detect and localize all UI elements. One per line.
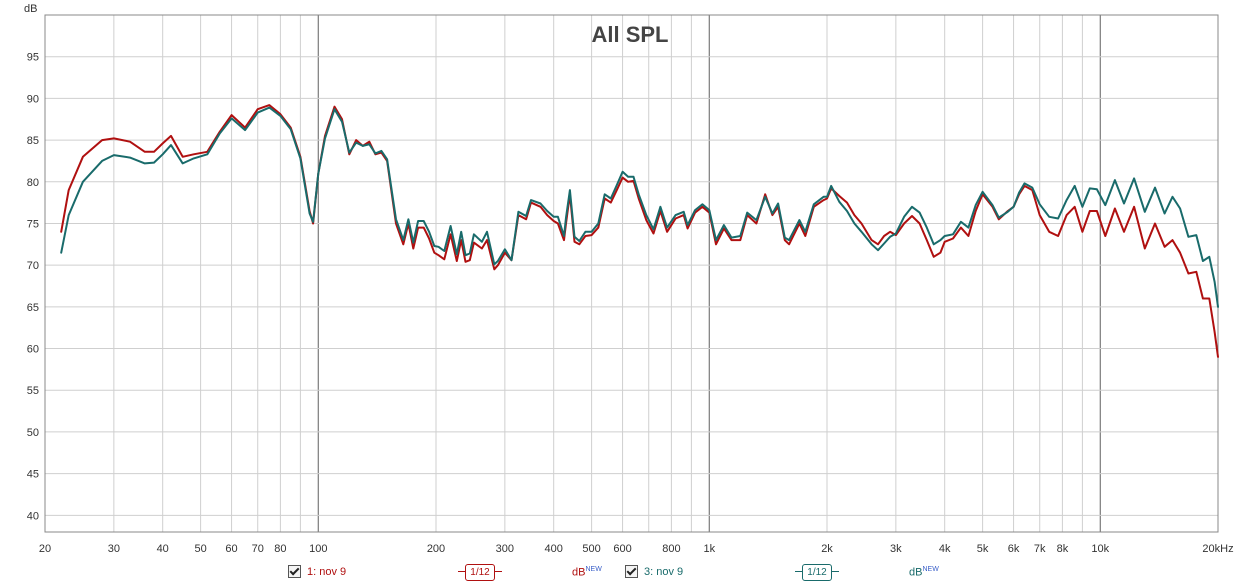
- legend-bar: 1: nov 9 1/12 dBNEW 3: nov 9 1/12 dBNEW: [0, 562, 1240, 584]
- legend-2-checkbox[interactable]: [625, 565, 638, 578]
- legend-1-unit-sup: NEW: [585, 566, 601, 573]
- spl-chart[interactable]: 40 45 50 55 60 65 70 75 80 85 90 95 20 30 40 50 60 70 80 10…: [0, 0, 1240, 560]
- y-tick-label: 90: [27, 93, 39, 105]
- x-tick-label: 300: [496, 543, 514, 555]
- x-tick-label: 7k: [1034, 543, 1046, 555]
- x-tick-label: 20kHz: [1202, 543, 1233, 555]
- x-tick-label: 500: [582, 543, 600, 555]
- legend-2-smoothing-button[interactable]: 1/12: [802, 564, 832, 581]
- y-tick-label: 75: [27, 218, 39, 230]
- y-tick-label: 60: [27, 344, 39, 356]
- legend-1-checkbox[interactable]: [288, 565, 301, 578]
- legend-1-unit-tag[interactable]: dBNEW: [572, 566, 602, 579]
- y-tick-label: 70: [27, 260, 39, 272]
- y-tick-label: 80: [27, 177, 39, 189]
- y-tick-label: 45: [27, 469, 39, 481]
- x-tick-label: 4k: [939, 543, 951, 555]
- x-tick-label: 70: [252, 543, 264, 555]
- x-tick-label: 2k: [821, 543, 833, 555]
- x-tick-label: 40: [157, 543, 169, 555]
- x-tick-label: 200: [427, 543, 445, 555]
- legend-1-unit: dB: [572, 567, 585, 579]
- y-tick-label: 55: [27, 385, 39, 397]
- legend-2-label: 3: nov 9: [644, 566, 683, 578]
- y-tick-label: 85: [27, 135, 39, 147]
- x-tick-label: 800: [662, 543, 680, 555]
- x-tick-label: 1k: [703, 543, 715, 555]
- plot-area: [45, 15, 1218, 532]
- x-tick-label: 20: [39, 543, 51, 555]
- chart-title: All SPL: [591, 22, 668, 47]
- legend-2-unit-sup: NEW: [922, 566, 938, 573]
- y-tick-label: 95: [27, 52, 39, 64]
- legend-1-smoothing-button[interactable]: 1/12: [465, 564, 495, 581]
- x-tick-label: 3k: [890, 543, 902, 555]
- x-tick-label: 100: [309, 543, 327, 555]
- x-tick-label: 80: [274, 543, 286, 555]
- y-axis-label: dB: [24, 3, 37, 15]
- x-tick-label: 5k: [977, 543, 989, 555]
- y-tick-label: 50: [27, 427, 39, 439]
- legend-item-1[interactable]: 1: nov 9: [288, 565, 346, 578]
- grid-layer: [45, 15, 1218, 532]
- x-tick-label: 6k: [1008, 543, 1020, 555]
- x-tick-label: 30: [108, 543, 120, 555]
- x-tick-label: 60: [225, 543, 237, 555]
- x-tick-label: 10k: [1091, 543, 1109, 555]
- legend-1-label: 1: nov 9: [307, 566, 346, 578]
- legend-item-2[interactable]: 3: nov 9: [625, 565, 683, 578]
- y-tick-label: 40: [27, 510, 39, 522]
- y-tick-label: 65: [27, 302, 39, 314]
- x-tick-label: 400: [545, 543, 563, 555]
- chart-svg: 40 45 50 55 60 65 70 75 80 85 90 95 20 30 40 50 60 70 80 10…: [0, 0, 1240, 560]
- x-tick-label: 50: [194, 543, 206, 555]
- legend-2-unit-tag[interactable]: dBNEW: [909, 566, 939, 579]
- x-tick-label: 600: [613, 543, 631, 555]
- legend-2-unit: dB: [909, 567, 922, 579]
- x-tick-label: 8k: [1057, 543, 1069, 555]
